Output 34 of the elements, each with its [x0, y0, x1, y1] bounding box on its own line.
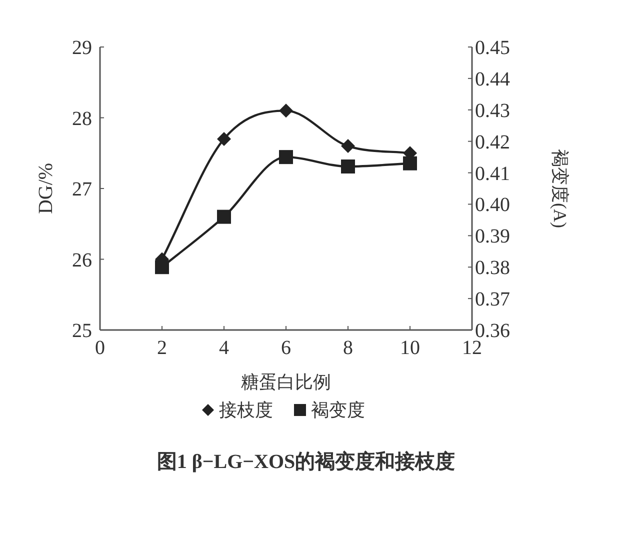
- y2-tick-label: 0.38: [475, 257, 510, 280]
- y2-tick-label: 0.37: [475, 288, 510, 311]
- point: [279, 150, 293, 164]
- y-axis-title: DG/%: [35, 162, 57, 214]
- y2-tick-label: 0.41: [475, 162, 510, 185]
- y-tick-label: 29: [72, 37, 92, 59]
- y2-tick-label: 0.44: [475, 68, 510, 90]
- point: [341, 159, 355, 174]
- x-tick-label: 8: [343, 337, 353, 359]
- x-axis-title: 糖蛋白比例: [241, 372, 331, 392]
- x-tick-label: 0: [95, 337, 105, 359]
- x-tick-label: 6: [281, 337, 291, 359]
- caption: 图1 β−LG−XOS的褐变度和接枝度: [156, 450, 456, 473]
- y2-tick-label: 0.40: [475, 194, 510, 216]
- y2-tick-label: 0.39: [475, 226, 510, 248]
- y2-tick-label: 0.43: [475, 100, 510, 122]
- y-tick-label: 26: [72, 249, 92, 272]
- legend-label: 褐变度: [311, 400, 365, 420]
- point: [155, 260, 169, 274]
- point: [217, 210, 231, 224]
- x-tick-label: 4: [219, 337, 229, 359]
- point: [403, 156, 417, 170]
- point: [341, 139, 355, 154]
- y2-tick-label: 0.45: [475, 37, 510, 59]
- y-tick-label: 27: [72, 178, 92, 200]
- x-tick-label: 2: [157, 337, 167, 359]
- point: [279, 104, 293, 118]
- y2-tick-label: 0.42: [475, 131, 510, 154]
- point: [217, 132, 231, 146]
- y-tick-label: 25: [72, 320, 92, 342]
- y2-axis-title: 褐变度(A): [550, 149, 570, 228]
- legend-label: 接枝度: [219, 400, 273, 420]
- y-tick-label: 28: [72, 108, 92, 130]
- x-tick-label: 10: [400, 337, 420, 359]
